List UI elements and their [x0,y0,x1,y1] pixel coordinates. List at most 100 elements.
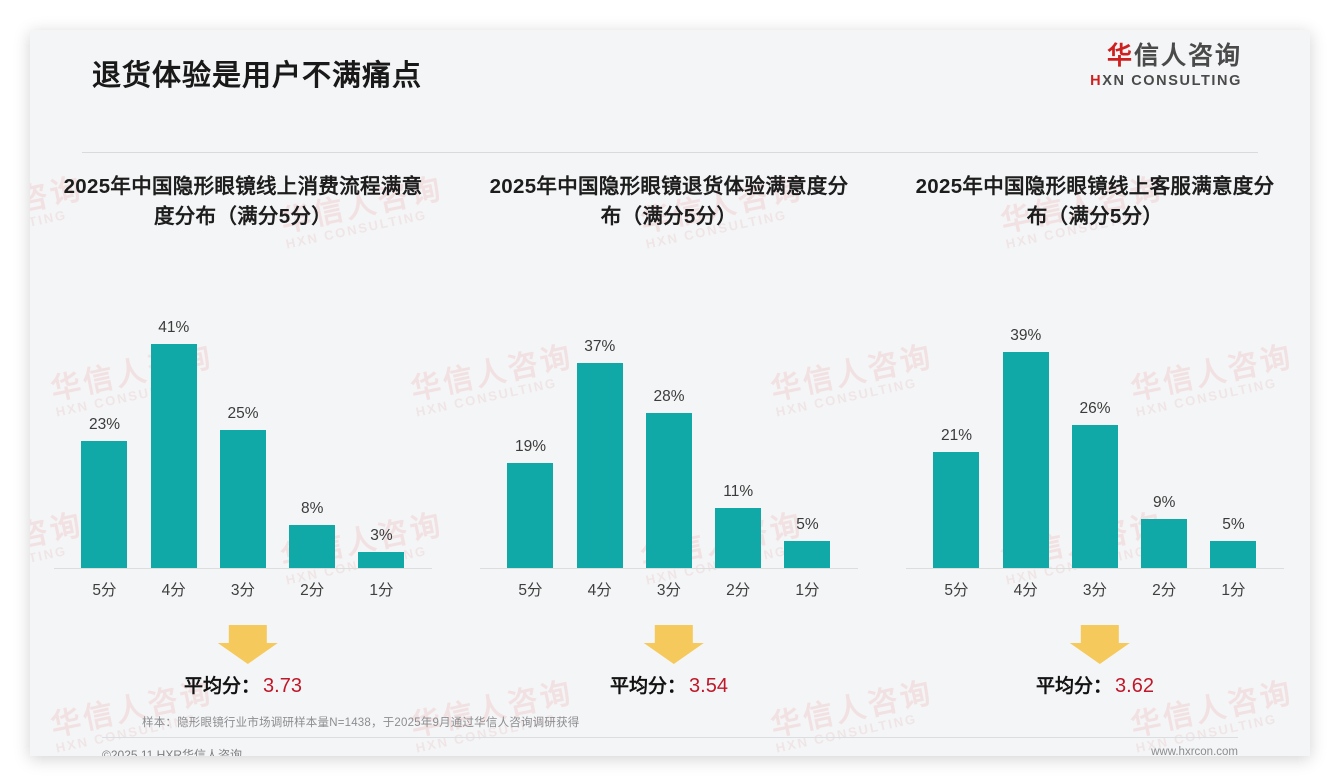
footnote: 样本：隐形眼镜行业市场调研样本量N=1438，于2025年9月通过华信人咨询调研… [142,717,580,729]
bar-slot: 5% [775,319,840,570]
bar-slot: 5% [1201,319,1266,570]
logo-en-accent-char: H [1090,72,1103,89]
logo-rest-chars: 信人咨询 [1133,42,1242,70]
bar[interactable] [507,463,554,570]
bar-value-label: 41% [158,319,190,337]
average-score-block: 平均分： 3.62 [896,625,1294,705]
average-score-label: 平均分： [184,676,261,698]
footer-divider [102,737,1238,738]
x-axis-tick-label: 4分 [1013,582,1038,600]
x-axis-tick-label: 1分 [795,582,820,600]
bar-value-label: 3% [370,527,393,545]
bar-value-label: 26% [1079,400,1111,418]
x-axis-labels: 5分 4分 3分 2分 1分 [72,578,414,600]
bar-group: 19% 37% 28% 11% 5% [498,319,840,570]
x-axis-labels: 5分 4分 3分 2分 1分 [924,578,1266,600]
bar-slot: 25% [211,319,276,570]
logo-en-rest: XN CONSULTING [1102,72,1242,89]
bar-slot: 19% [498,319,563,570]
arrow-down-icon [643,625,704,665]
average-score-value: 3.54 [689,675,728,698]
average-score-value: 3.73 [263,675,302,698]
bar-value-label: 11% [723,483,754,501]
x-axis-tick-label: 2分 [1152,582,1177,600]
x-axis-tick-label: 1分 [369,582,394,600]
bar[interactable] [1071,425,1118,570]
bar-slot: 21% [924,319,989,570]
bar[interactable] [1002,352,1049,570]
bar[interactable] [219,430,266,570]
bar-value-label: 37% [584,338,616,356]
bar-value-label: 21% [940,427,972,445]
x-axis-tick-label: 1分 [1221,582,1246,600]
x-axis-labels: 5分 4分 3分 2分 1分 [498,578,840,600]
bar-value-label: 23% [88,416,120,434]
bar-group: 23% 41% 25% 8% 3% [72,319,414,570]
chart-plot-area: 23% 41% 25% 8% 3% 5分 4分 3分 2分 1分 [44,277,442,599]
footer-website: www.hxrcon.com [1151,746,1238,756]
bar[interactable] [784,541,831,570]
x-axis-tick-label: 2分 [300,582,325,600]
header-divider [82,152,1258,153]
bar[interactable] [289,525,336,570]
bar-value-label: 28% [653,388,685,406]
footer-copyright: ©2025.11 HXR华信人咨询 [102,748,242,756]
company-logo: 华信人咨询 HXN CONSULTING [1090,42,1242,89]
bar[interactable] [715,508,762,570]
average-score-line: 平均分： 3.62 [896,671,1294,698]
chart-panel-1: 2025年中国隐形眼镜线上消费流程满意度分布（满分5分） 23% 41% 25% 8% 3… [30,172,456,705]
bar[interactable] [933,452,980,570]
charts-row: 2025年中国隐形眼镜线上消费流程满意度分布（满分5分） 23% 41% 25% 8% 3… [30,172,1310,705]
bar[interactable] [358,552,405,570]
x-axis-tick-label: 3分 [1082,582,1108,600]
chart-plot-area: 19% 37% 28% 11% 5% 5分 4分 3分 2分 1分 [470,277,868,599]
bar[interactable] [1210,541,1257,570]
chart-panel-2: 2025年中国隐形眼镜退货体验满意度分布（满分5分） 19% 37% 28% 11% 5%… [456,172,882,705]
bar[interactable] [150,344,197,570]
bar[interactable] [576,363,623,570]
bar[interactable] [645,413,692,570]
bar[interactable] [81,441,128,570]
logo-english-text: HXN CONSULTING [1090,73,1242,89]
chart-title: 2025年中国隐形眼镜线上客服满意度分布（满分5分） [915,175,1275,228]
bar-slot: 23% [72,319,137,570]
x-axis-tick-label: 5分 [944,582,969,600]
chart-panel-3: 2025年中国隐形眼镜线上客服满意度分布（满分5分） 21% 39% 26% 9% 5% 5… [882,172,1308,705]
arrow-head [643,643,704,665]
arrow-down-icon [1069,625,1130,665]
arrow-stem [228,625,267,644]
bar-value-label: 5% [1222,516,1245,534]
bar-slot: 3% [349,319,414,570]
page-title: 退货体验是用户不满痛点 [92,60,423,92]
x-axis-tick-label: 3分 [656,582,682,600]
bar-value-label: 9% [1153,494,1176,512]
arrow-head [1069,643,1130,665]
bar-slot: 39% [993,319,1058,570]
bar-slot: 26% [1063,319,1128,570]
bar-slot: 9% [1132,319,1197,570]
x-axis-line [54,568,432,570]
x-axis-tick-label: 4分 [161,582,186,600]
bar-slot: 41% [141,319,206,570]
average-score-line: 平均分： 3.54 [470,671,868,698]
chart-title: 2025年中国隐形眼镜线上消费流程满意度分布（满分5分） [63,175,423,228]
slide-footer: ©2025.11 HXR华信人咨询 www.hxrcon.com [30,746,1310,756]
bar-value-label: 25% [227,405,259,423]
slide-header: 退货体验是用户不满痛点 华信人咨询 HXN CONSULTING [30,30,1310,122]
chart-title: 2025年中国隐形眼镜退货体验满意度分布（满分5分） [489,175,849,228]
x-axis-tick-label: 5分 [92,582,117,600]
average-score-block: 平均分： 3.73 [44,625,442,705]
average-score-label: 平均分： [610,676,687,698]
bar[interactable] [1141,519,1188,570]
x-axis-tick-label: 4分 [587,582,612,600]
x-axis-tick-label: 2分 [726,582,751,600]
average-score-block: 平均分： 3.54 [470,625,868,705]
average-score-value: 3.62 [1115,675,1154,698]
bar-slot: 28% [637,319,702,570]
logo-chinese-text: 华信人咨询 [1090,42,1242,71]
x-axis-line [480,568,858,570]
bar-slot: 8% [280,319,345,570]
x-axis-tick-label: 3分 [230,582,256,600]
arrow-head [217,643,278,665]
